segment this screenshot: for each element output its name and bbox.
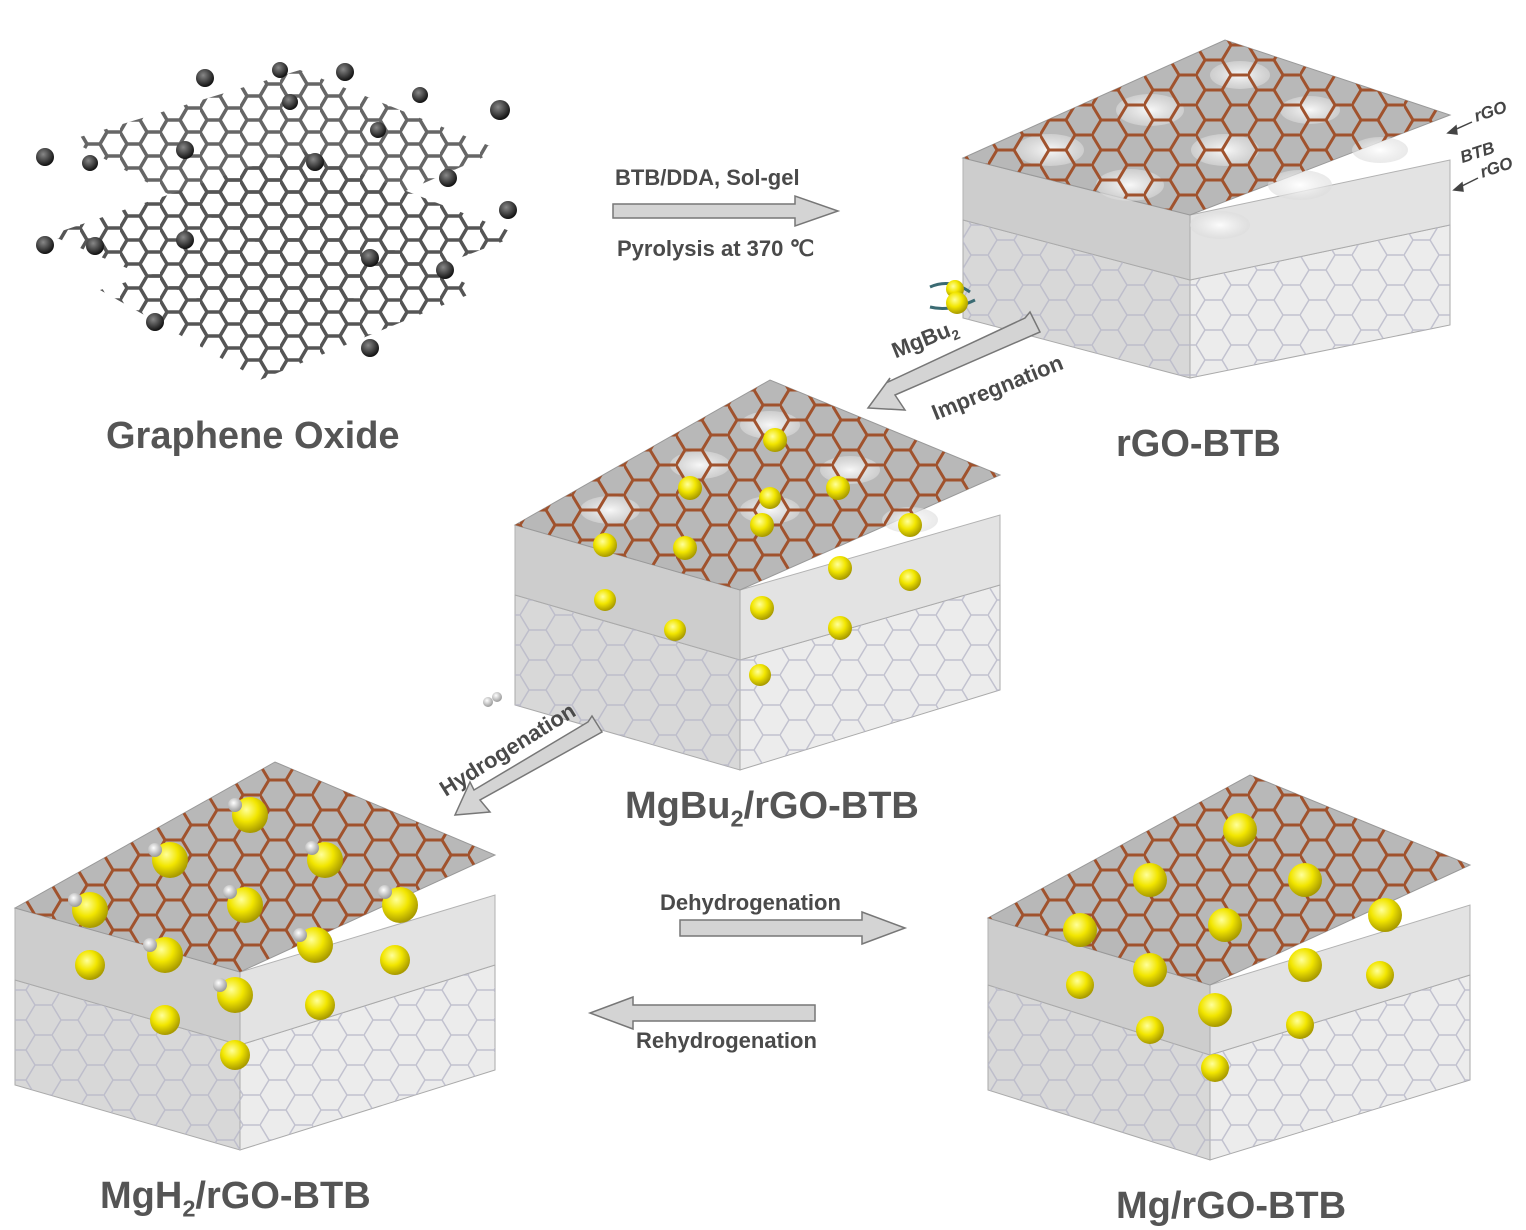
layer-pointer-arrows [1446, 121, 1479, 192]
graphene-oxide-label: Graphene Oxide [106, 415, 400, 457]
mgbu2-label-suffix: /rGO-BTB [743, 785, 919, 827]
mg-rgo-btb-block [986, 774, 1472, 1161]
dehydrogenation-label: Dehydrogenation [660, 890, 841, 915]
arrow-dehydrogenation [679, 910, 908, 946]
mgbu2-rgo-btb-label: MgBu2/rGO-BTB [625, 785, 919, 833]
mgh2-label-subscript: 2 [182, 1195, 196, 1222]
mgbu2-rgo-btb-block [513, 379, 1002, 771]
arrow-rehydrogenation [587, 995, 816, 1031]
rgo-btb-block [961, 39, 1452, 379]
rgo-btb-label: rGO-BTB [1116, 423, 1281, 465]
step1-top-label: BTB/DDA, Sol-gel [615, 165, 800, 190]
mgh2-label-part: MgH [100, 1175, 183, 1217]
step1-bottom-label: Pyrolysis at 370 ℃ [617, 236, 815, 261]
hydrogen-molecule-icon [483, 692, 502, 707]
arrow-hydrogenation [453, 714, 604, 816]
mgbu2-label-part: MgBu [625, 785, 731, 827]
mg-rgo-btb-label: Mg/rGO-BTB [1116, 1185, 1347, 1227]
graphene-oxide-illustration [36, 62, 520, 380]
mgh2-rgo-btb-block [13, 761, 497, 1151]
arrow-impregnation [866, 310, 1042, 411]
rehydrogenation-label: Rehydrogenation [636, 1028, 817, 1053]
mgbu2-label-subscript: 2 [730, 805, 744, 832]
mgh2-label-suffix: /rGO-BTB [195, 1175, 371, 1217]
mgh2-rgo-btb-label: MgH2/rGO-BTB [100, 1175, 371, 1223]
arrow-sol-gel [612, 194, 841, 228]
mgbu2-molecule-icon [929, 280, 976, 314]
